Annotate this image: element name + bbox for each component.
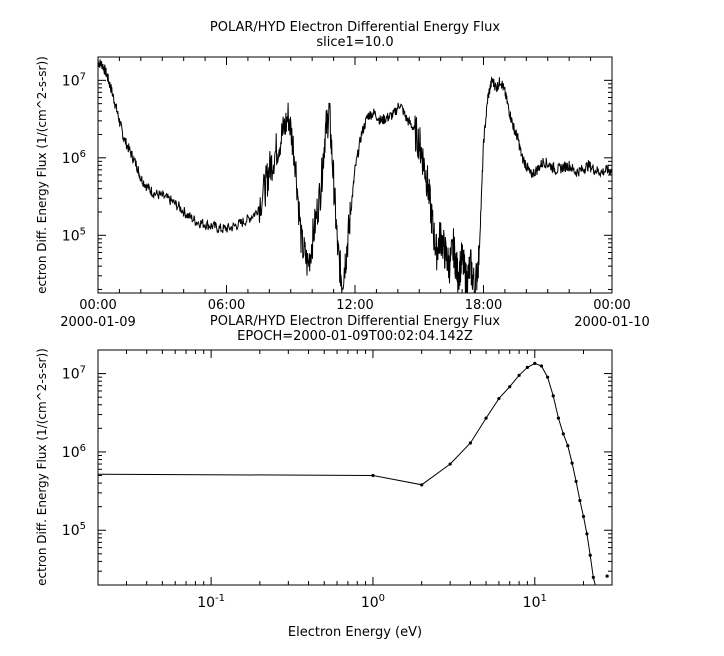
panel1-flux-line bbox=[98, 59, 612, 293]
panel1-subtitle: slice1=10.0 bbox=[316, 35, 393, 50]
panel2-data-point bbox=[468, 441, 472, 445]
panel2-data-point bbox=[448, 462, 452, 466]
panel1-x-tick-date-label: 2000-01-10 bbox=[574, 315, 650, 330]
panel2-x-tick-label: 10-1 bbox=[197, 593, 225, 611]
panel2-axes-frame bbox=[97, 349, 613, 586]
panel2-data-point bbox=[533, 361, 537, 365]
panel2-data-point bbox=[517, 373, 521, 377]
panel2-data-point bbox=[578, 498, 582, 503]
panel-time-series: POLAR/HYD Electron Differential Energy F… bbox=[35, 20, 650, 330]
panel2-data-point bbox=[581, 514, 586, 519]
panel2-x-tick-label: 100 bbox=[361, 593, 385, 611]
panel2-data-point bbox=[574, 479, 578, 484]
panel2-data-point bbox=[545, 375, 550, 379]
panel2-data-point bbox=[484, 416, 488, 420]
panel2-data-point bbox=[561, 432, 565, 436]
panel1-x-tick-label: 12:00 bbox=[336, 298, 373, 313]
panel1-axes-frame bbox=[97, 56, 613, 294]
panel-energy-spectrum: POLAR/HYD Electron Differential Energy F… bbox=[35, 314, 613, 640]
panel2-x-axis-label: Electron Energy (eV) bbox=[288, 625, 422, 640]
panel1-x-tick-label: 18:00 bbox=[465, 298, 502, 313]
panel2-data-point bbox=[551, 394, 555, 398]
panel2-y-tick-label: 106 bbox=[62, 443, 86, 461]
panel2-data-point bbox=[497, 396, 501, 401]
panel2-data-point bbox=[508, 385, 512, 389]
panel1-title: POLAR/HYD Electron Differential Energy F… bbox=[210, 20, 500, 35]
panel2-data-point bbox=[539, 364, 544, 368]
panel1-x-tick-label: 00:00 bbox=[593, 298, 630, 313]
panel2-data-point bbox=[420, 483, 424, 487]
panel2-series-group bbox=[98, 361, 609, 585]
panel2-data-point bbox=[371, 473, 375, 478]
panel2-spectrum-line bbox=[98, 362, 596, 585]
panel2-isolated-point bbox=[605, 574, 609, 578]
panel1-x-tick-label: 06:00 bbox=[208, 298, 245, 313]
panel2-title: POLAR/HYD Electron Differential Energy F… bbox=[210, 314, 500, 329]
panel2-data-point bbox=[585, 532, 589, 536]
panel2-data-point bbox=[588, 553, 592, 557]
panel2-data-point bbox=[570, 461, 574, 465]
panel1-x-tick-label: 00:00 bbox=[79, 298, 116, 313]
panel1-y-tick-label: 107 bbox=[62, 71, 86, 89]
panel1-series-group bbox=[98, 59, 612, 293]
panel1-x-tick-date-label: 2000-01-09 bbox=[60, 315, 136, 330]
panel2-y-tick-label: 107 bbox=[62, 365, 86, 383]
panel2-subtitle: EPOCH=2000-01-09T00:02:04.142Z bbox=[237, 329, 473, 344]
panel1-ticks-group: 00:00 2000-01-09 06:00 12:00 18:00 00:00 2000-… bbox=[60, 56, 650, 330]
panel2-data-point bbox=[556, 416, 561, 420]
panel1-y-tick-label: 106 bbox=[62, 149, 86, 167]
panel1-y-axis-label: ectron Diff. Energy Flux (1/(cm^2-s-sr)) bbox=[35, 56, 49, 294]
panel2-ticks-group: 10-1 100 101 105 106 107 bbox=[62, 349, 613, 611]
panel2-data-point bbox=[566, 444, 570, 448]
panel2-x-tick-label: 101 bbox=[523, 593, 547, 611]
panel2-data-point bbox=[525, 365, 529, 369]
panel1-y-tick-label: 105 bbox=[62, 226, 86, 244]
panel2-data-point bbox=[591, 575, 595, 580]
panel2-y-axis-label: ectron Diff. Energy Flux (1/(cm^2-s-sr)) bbox=[35, 348, 49, 586]
panel2-y-tick-label: 105 bbox=[62, 521, 86, 539]
